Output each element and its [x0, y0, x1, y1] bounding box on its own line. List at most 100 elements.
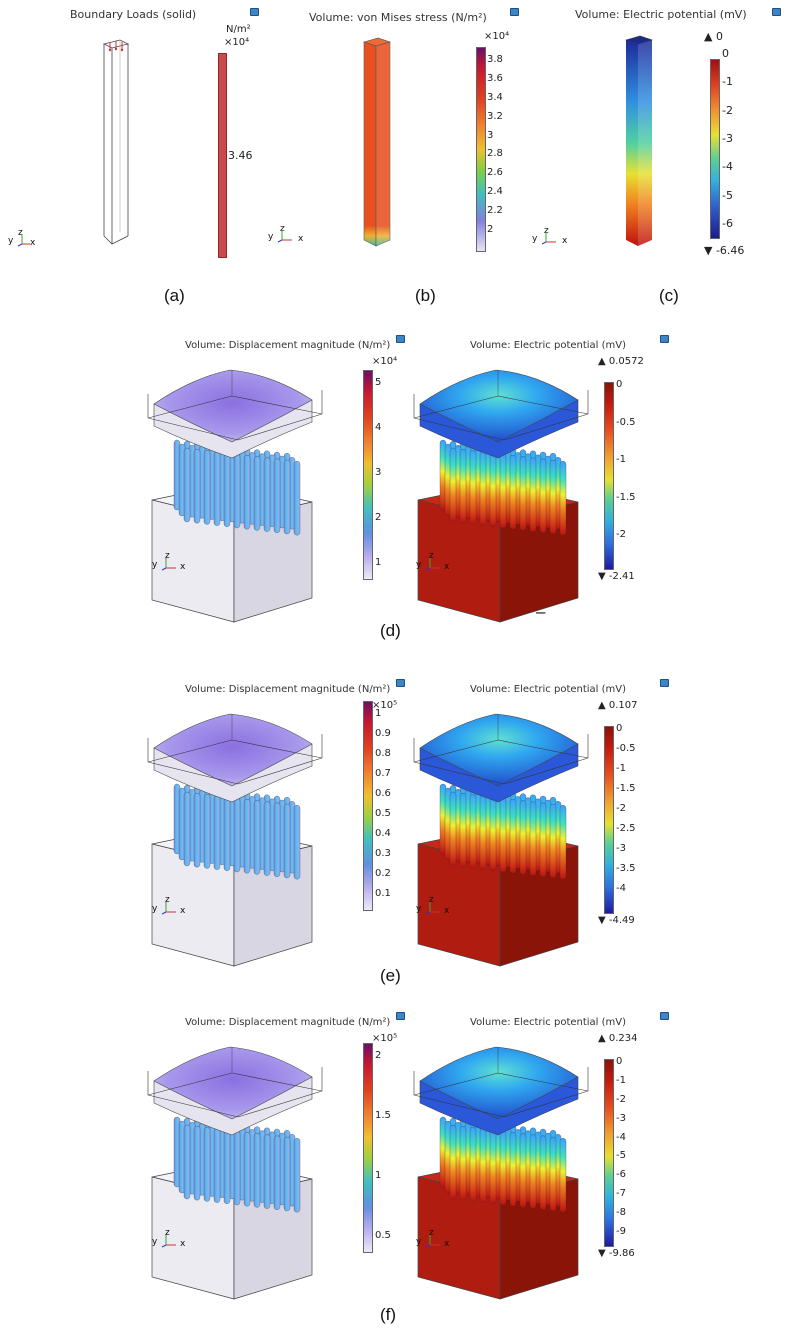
potential-structure: [413, 1046, 589, 1300]
camera-icon[interactable]: [396, 1012, 405, 1020]
colorbar-tick: -7: [616, 1188, 626, 1200]
camera-icon[interactable]: [250, 8, 259, 16]
colorbar-tick: 0.1: [375, 888, 391, 899]
colorbar-tick: 0.6: [375, 788, 391, 799]
displacement-colorbar: [363, 701, 373, 911]
displacement-title: Volume: Displacement magnitude (N/m²): [185, 1017, 391, 1028]
multiplier-label: ×10⁵: [372, 700, 398, 711]
colorbar-tick: 0: [616, 1056, 623, 1067]
colorbar-tick: 2.6: [487, 167, 503, 179]
camera-icon[interactable]: [660, 1012, 669, 1020]
colorbar-tick: -1.5: [616, 783, 636, 794]
colorbar-tick: 4: [375, 422, 382, 433]
colorbar-tick: -0.5: [616, 743, 636, 754]
colorbar-tick: 0.7: [375, 768, 391, 779]
min-marker: ▼ -6.46: [704, 244, 745, 257]
colorbar-tick: 2.8: [487, 148, 503, 160]
stray-dash: –: [536, 602, 546, 621]
max-marker: ▲ 0: [704, 30, 723, 43]
colorbar-tick: -2: [616, 803, 626, 814]
stress-column: [362, 37, 392, 247]
colorbar-tick: -4: [616, 883, 626, 894]
colorbar-tick: 1.5: [375, 1110, 391, 1121]
colorbar-tick: 0.2: [375, 868, 391, 879]
potential-column: [624, 35, 654, 246]
camera-icon[interactable]: [510, 8, 519, 16]
camera-icon[interactable]: [660, 335, 669, 343]
potential-structure: [413, 369, 589, 623]
displacement-title: Volume: Displacement magnitude (N/m²): [185, 684, 391, 695]
colorbar-tick: -9: [616, 1226, 626, 1237]
boundary-load-bar: [218, 53, 227, 258]
boundary-load-column: [102, 39, 130, 245]
colorbar-tick: -1: [616, 763, 626, 774]
colorbar-tick: 0.4: [375, 828, 391, 839]
displacement-colorbar: [363, 1043, 373, 1253]
colorbar-tick: 3.4: [487, 91, 503, 103]
colorbar-tick: 3: [375, 467, 382, 478]
colorbar-tick: -4: [722, 160, 733, 174]
potential-colorbar: [604, 382, 614, 570]
colorbar-tick: 0.8: [375, 748, 391, 759]
camera-icon[interactable]: [396, 335, 405, 343]
colorbar-tick: -1: [722, 75, 733, 89]
colorbar-tick: -1: [616, 1074, 626, 1086]
caption-e: (e): [380, 966, 401, 985]
colorbar-tick: -4: [616, 1131, 626, 1143]
multiplier-label: ×10⁴: [224, 37, 250, 48]
potential-colorbar: [604, 1059, 614, 1247]
colorbar-tick: 0.9: [375, 728, 391, 739]
camera-icon[interactable]: [396, 679, 405, 687]
colorbar-tick: 2.2: [487, 205, 503, 217]
min-marker: ▼ -9.86: [598, 1248, 635, 1259]
colorbar-tick: -3: [616, 843, 626, 854]
caption-f: (f): [380, 1305, 397, 1324]
colorbar-tick: 0.5: [375, 808, 391, 819]
camera-icon[interactable]: [660, 679, 669, 687]
min-marker: ▼ -4.49: [598, 915, 635, 926]
displacement-colorbar: [363, 370, 373, 580]
max-marker: ▲ 0.234: [598, 1033, 638, 1044]
colorbar-tick: 3.2: [487, 110, 503, 122]
colorbar-tick: -8: [616, 1207, 626, 1219]
colorbar-tick: 1: [375, 557, 382, 568]
colorbar-tick: -0.5: [616, 416, 636, 428]
min-marker: ▼ -2.41: [598, 571, 635, 582]
colorbar-tick: 0.3: [375, 848, 391, 859]
colorbar-tick: 2: [375, 512, 382, 523]
colorbar-tick: 0: [722, 47, 729, 60]
colorbar-tick: -2: [616, 529, 626, 540]
colorbar-tick: 2: [375, 1050, 382, 1061]
caption-d: (d): [380, 621, 401, 640]
unit-label: N/m²: [226, 24, 251, 35]
colorbar-tick: 3.6: [487, 72, 503, 84]
colorbar-tick: -1: [616, 454, 626, 465]
colorbar-tick: -3: [616, 1112, 626, 1124]
colorbar-tick: 5: [375, 377, 382, 388]
colorbar-tick: -2.5: [616, 823, 636, 834]
displacement-structure: [147, 713, 323, 967]
max-marker: ▲ 0.0572: [598, 356, 644, 367]
colorbar-tick: 3: [487, 129, 494, 141]
caption-a: (a): [164, 286, 185, 305]
colorbar-tick: -5: [616, 1150, 626, 1162]
displacement-structure: [147, 369, 323, 623]
potential-title: Volume: Electric potential (mV): [470, 1017, 627, 1028]
colorbar-tick: -5: [722, 188, 733, 202]
potential-title: Volume: Electric potential (mV): [470, 340, 627, 351]
camera-icon[interactable]: [772, 8, 781, 16]
colorbar-tick: -1.5: [616, 491, 636, 503]
potential-title: Volume: Electric potential (mV): [470, 684, 627, 695]
caption-b: (b): [415, 286, 436, 305]
colorbar-tick: -3: [722, 132, 733, 145]
displacement-structure: [147, 1046, 323, 1300]
potential-structure: [413, 713, 589, 967]
potential-colorbar: [710, 59, 720, 239]
boundary-load-value: 3.46: [228, 149, 253, 162]
colorbar-tick: 3.8: [487, 54, 503, 65]
stress-colorbar: [476, 47, 486, 252]
multiplier-label: ×10⁵: [372, 1033, 398, 1044]
colorbar-tick: -6: [616, 1169, 626, 1181]
displacement-title: Volume: Displacement magnitude (N/m²): [185, 340, 391, 351]
colorbar-tick: 0: [616, 379, 623, 390]
